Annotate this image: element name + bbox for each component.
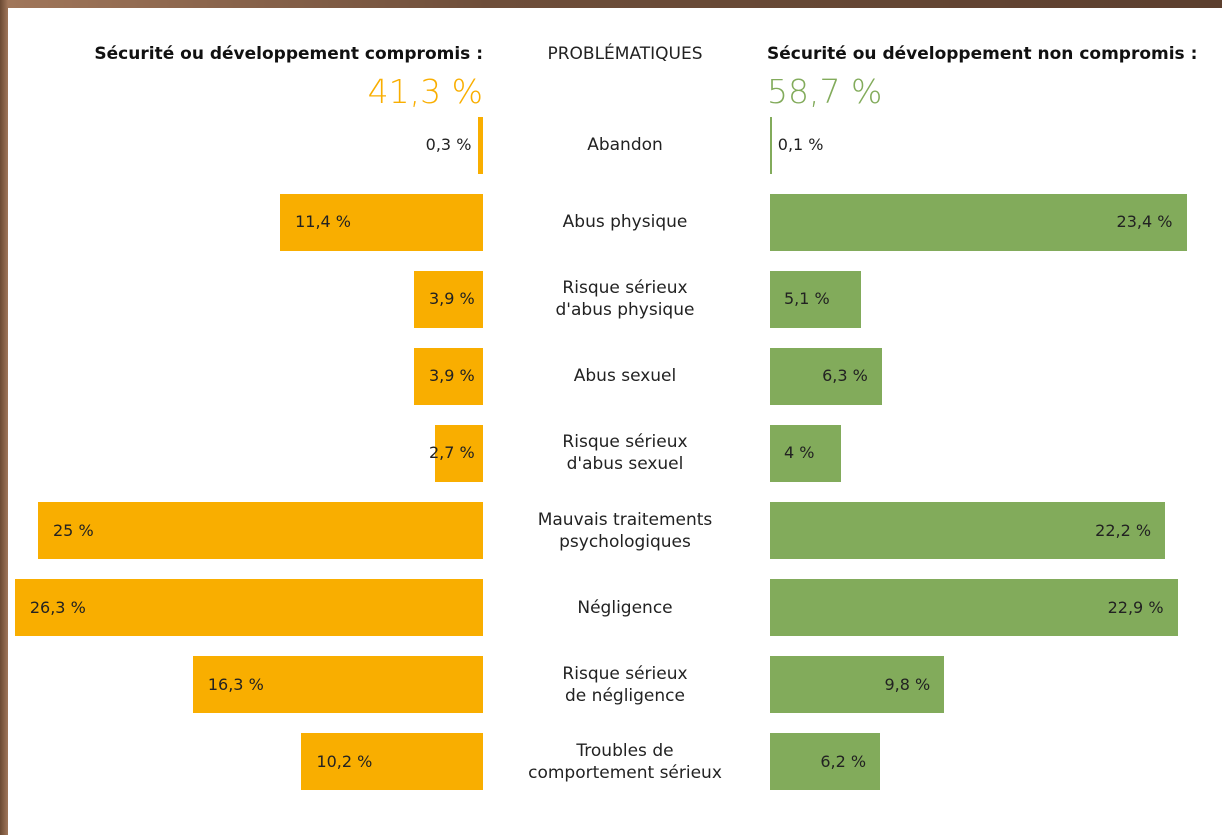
bar bbox=[770, 733, 881, 791]
left-total: 41,3 % bbox=[367, 72, 483, 111]
right-series-title: Sécurité ou développement non compromis … bbox=[767, 44, 1198, 64]
bar bbox=[770, 424, 842, 482]
value-label: 10,2 % bbox=[316, 751, 373, 771]
right-total: 58,7 % bbox=[767, 72, 883, 111]
bar bbox=[770, 656, 945, 714]
category-label: Abus sexuel bbox=[573, 366, 677, 387]
value-label: 9,8 % bbox=[884, 674, 931, 694]
bar bbox=[301, 733, 483, 791]
value-label: 22,2 % bbox=[1095, 520, 1152, 540]
bar bbox=[770, 502, 1166, 559]
category-label: Négligence bbox=[577, 597, 673, 618]
value-label: 22,9 % bbox=[1107, 597, 1164, 617]
value-label: 6,3 % bbox=[822, 366, 868, 386]
value-label: 23,4 % bbox=[1116, 212, 1173, 232]
bar bbox=[38, 502, 483, 559]
bar bbox=[477, 116, 483, 174]
value-label: 0,3 % bbox=[425, 135, 472, 154]
value-label: 6,2 % bbox=[820, 751, 867, 771]
bar bbox=[770, 116, 772, 174]
value-label: 25 % bbox=[53, 520, 94, 540]
bar bbox=[770, 347, 883, 405]
bar bbox=[434, 424, 483, 482]
bar bbox=[280, 193, 483, 251]
value-label: 3,9 % bbox=[429, 366, 475, 386]
category-label: Troubles de comportement sérieux bbox=[528, 740, 722, 783]
category-label: Abandon bbox=[587, 135, 663, 155]
bar bbox=[770, 270, 861, 328]
bar bbox=[14, 579, 483, 637]
value-label: 16,3 % bbox=[207, 674, 264, 694]
value-label: 5,1 % bbox=[784, 289, 830, 309]
left-series-title: Sécurité ou développement compromis : bbox=[94, 44, 483, 64]
bar bbox=[413, 270, 483, 328]
category-label: Risque sérieux d'abus physique bbox=[555, 278, 695, 321]
chart: Sécurité ou développement compromis : 41… bbox=[8, 8, 1222, 835]
category-label: Risque sérieux d'abus sexuel bbox=[562, 432, 688, 475]
value-label: 11,4 % bbox=[295, 212, 351, 232]
value-label: 3,9 % bbox=[429, 289, 475, 309]
category-label: Abus physique bbox=[562, 212, 688, 233]
value-label: 2,7 % bbox=[429, 443, 475, 463]
bar bbox=[770, 193, 1187, 251]
category-label: Risque sérieux de négligence bbox=[562, 663, 688, 706]
category-label: Mauvais traitements psychologiques bbox=[537, 509, 713, 552]
value-label: 26,3 % bbox=[29, 597, 86, 617]
value-label: 4 % bbox=[784, 443, 815, 463]
column-header: PROBLÉMATIQUES bbox=[547, 44, 703, 64]
bar bbox=[770, 579, 1178, 637]
bar bbox=[413, 347, 483, 405]
bar bbox=[192, 656, 483, 714]
value-label: 0,1 % bbox=[777, 135, 824, 154]
